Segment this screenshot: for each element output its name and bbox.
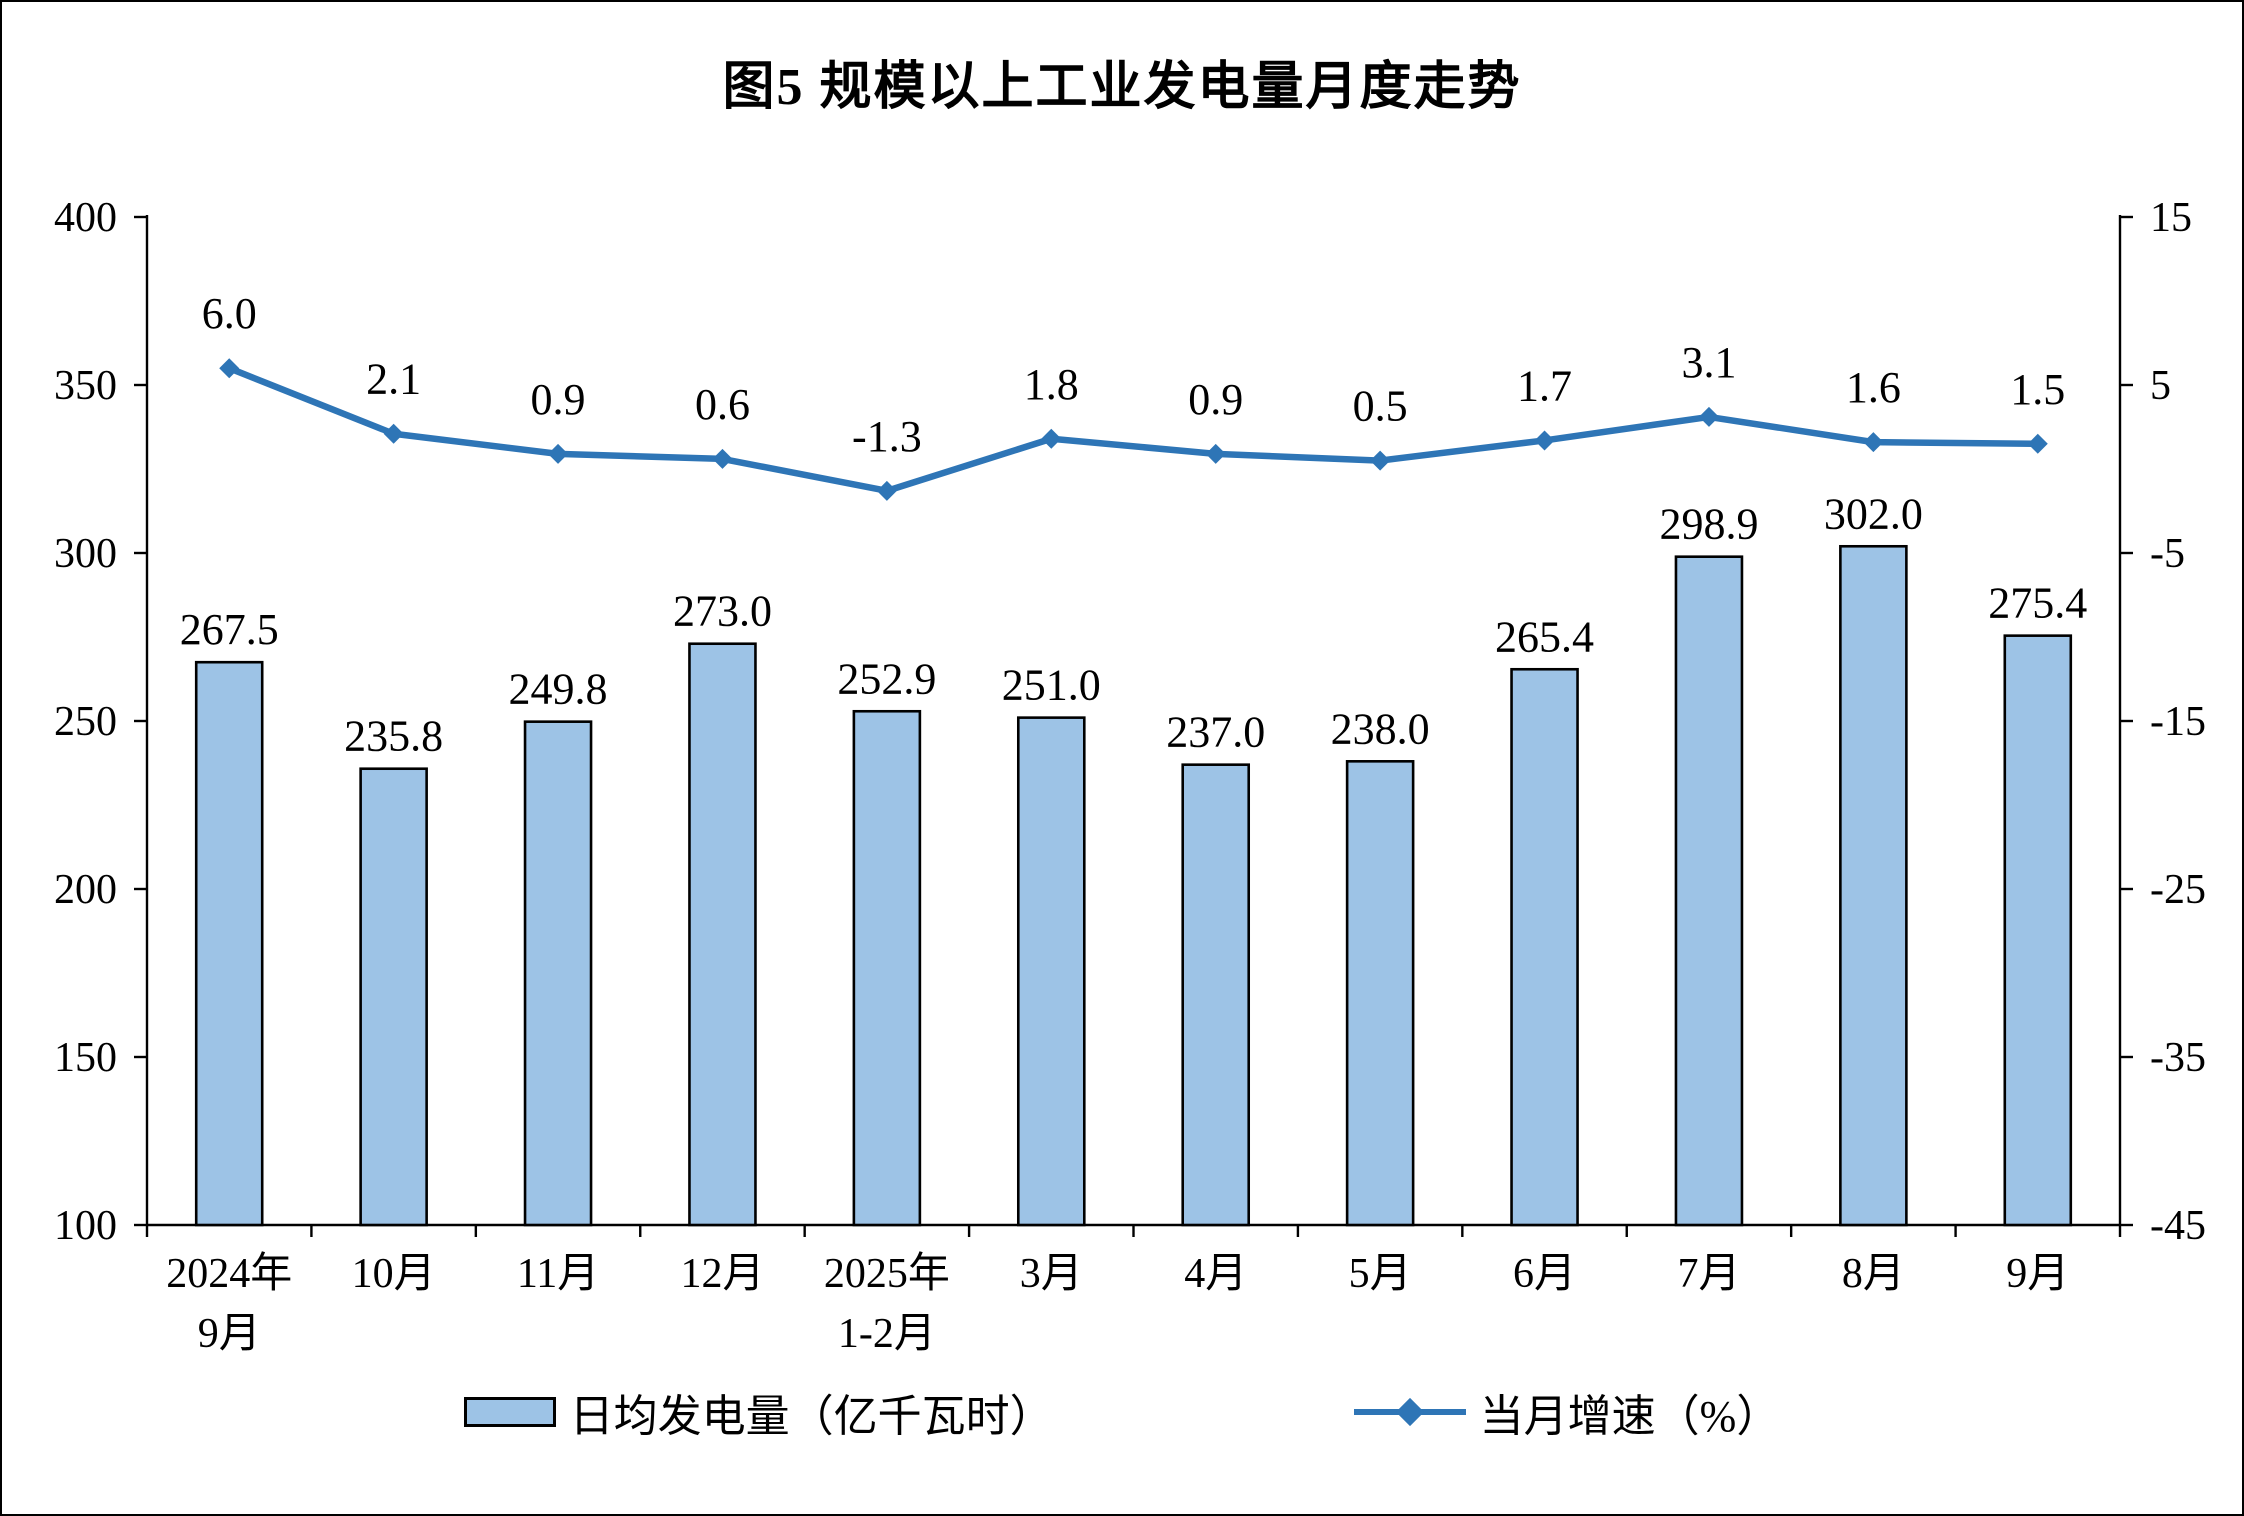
line-marker-diamond (548, 443, 569, 464)
left-axis-tick-label: 400 (54, 195, 117, 241)
line-marker-diamond (219, 358, 240, 379)
x-axis-category-label: 10月 (352, 1251, 436, 1297)
bar (1839, 544, 1908, 1227)
line-value-label: 0.9 (531, 375, 586, 424)
line-value-label: 6.0 (202, 289, 257, 338)
bar (523, 720, 593, 1227)
bar (688, 642, 757, 1227)
bar-series: 267.5 235.8 249.8 273.0 252.9 251.0 237.0 238.0… (180, 489, 2087, 1227)
right-axis-tick-label: 15 (2150, 195, 2192, 241)
x-axis-category-label: 1-2月 (838, 1311, 936, 1357)
bar-legend-swatch (463, 1397, 556, 1427)
line-series: 6.0 2.1 0.9 0.6 -1.3 1.8 0.9 0.5 1.7 3.1 1.6 1.5 (202, 289, 2065, 501)
x-axis-category-label: 2024年 (166, 1250, 292, 1297)
x-axis-category-label: 12月 (680, 1251, 764, 1297)
line-marker-diamond (1534, 430, 1555, 451)
x-axis-labels: 2024年 9月 10月 11月 12月 2025年 1-2月 3月 4月 5月 6月 7月 8月 9月 (166, 1250, 2069, 1357)
line-marker-diamond (1698, 406, 1719, 427)
left-axis-tick-label: 200 (54, 867, 117, 913)
line-marker-diamond (1370, 450, 1391, 471)
bar-value-label: 302.0 (1824, 489, 1923, 538)
bar-value-label: 249.8 (509, 665, 608, 714)
left-axis-tick-label: 100 (54, 1203, 117, 1249)
right-axis-tick-label: -15 (2150, 699, 2206, 745)
x-axis-category-label: 4月 (1184, 1251, 1247, 1297)
chart-title: 图5 规模以上工业发电量月度走势 (722, 59, 1522, 116)
line-marker-diamond (1205, 443, 1226, 464)
bar-value-label: 235.8 (344, 712, 443, 761)
right-axis-tick-label: -5 (2150, 531, 2185, 577)
x-axis-category-label: 3月 (1020, 1251, 1083, 1297)
bar-value-label: 251.0 (1002, 661, 1101, 710)
x-axis-category-label: 6月 (1513, 1251, 1576, 1297)
line-legend-swatch (1353, 1397, 1466, 1427)
diamond-marker-icon (1395, 1397, 1424, 1427)
x-axis-category-label: 5月 (1349, 1251, 1412, 1297)
bar (852, 709, 922, 1227)
x-axis-ticks (145, 1225, 2122, 1237)
y-axis-left: 400 350 300 250 200 150 100 (54, 195, 147, 1249)
line-marker-diamond (1863, 432, 1884, 453)
bar (194, 660, 264, 1227)
legend-label-bar: 日均发电量（亿千瓦时） (569, 1392, 1054, 1441)
line-marker-diamond (2027, 433, 2048, 454)
bar (1674, 555, 1744, 1227)
bar (2003, 634, 2073, 1227)
line-value-label: 0.9 (1188, 375, 1243, 424)
right-axis-tick-label: -25 (2150, 867, 2206, 913)
line-value-label: 1.5 (2010, 365, 2065, 414)
left-axis-tick-label: 150 (54, 1035, 117, 1081)
chart-plot-area: 400 350 300 250 200 150 100 15 5 -5 -15 -25 -35 -45 26… (54, 195, 2206, 1357)
right-axis-tick-label: -35 (2150, 1035, 2206, 1081)
x-axis-category-label: 8月 (1842, 1251, 1905, 1297)
bar-value-label: 265.4 (1495, 612, 1594, 661)
right-axis-tick-label: 5 (2150, 363, 2171, 409)
line-marker-diamond (383, 423, 404, 444)
line-marker-diamond (1041, 428, 1062, 449)
bar (1345, 760, 1415, 1227)
line-value-label: 1.6 (1846, 363, 1901, 412)
bar-value-label: 298.9 (1659, 500, 1758, 549)
legend-item-bar: 日均发电量（亿千瓦时） (463, 1380, 1054, 1444)
left-axis-tick-label: 300 (54, 531, 117, 577)
line-value-label: 3.1 (1681, 338, 1736, 387)
line-value-label: 0.5 (1353, 382, 1408, 431)
line-value-label: 2.1 (366, 355, 421, 404)
bar-value-label: 267.5 (180, 605, 279, 654)
x-axis-category-label: 9月 (2006, 1251, 2069, 1297)
bar-value-label: 275.4 (1988, 579, 2087, 628)
bar-value-label: 252.9 (837, 654, 936, 703)
bar-value-label: 237.0 (1166, 708, 1265, 757)
right-axis-tick-label: -45 (2150, 1203, 2206, 1249)
line-marker-diamond (876, 480, 897, 501)
x-axis-category-label: 2025年 (824, 1250, 950, 1297)
line-value-label: -1.3 (852, 412, 922, 461)
x-axis-category-label: 11月 (517, 1251, 599, 1297)
x-axis-category-label: 9月 (198, 1311, 261, 1357)
line-marker-diamond (712, 448, 733, 469)
bar-value-label: 238.0 (1331, 704, 1430, 753)
line-path (228, 365, 2038, 495)
line-value-label: 0.6 (695, 380, 750, 429)
bar-value-label: 273.0 (673, 587, 772, 636)
bar (1181, 763, 1251, 1227)
legend-item-line: 当月增速（%） (1353, 1380, 1781, 1444)
chart-legend: 日均发电量（亿千瓦时） 当月增速（%） (2, 1380, 2242, 1444)
left-axis-tick-label: 250 (54, 699, 117, 745)
line-value-label: 1.8 (1024, 360, 1079, 409)
left-axis-tick-label: 350 (54, 363, 117, 409)
x-axis-category-label: 7月 (1677, 1251, 1740, 1297)
bar (1016, 716, 1086, 1227)
y-axis-right: 15 5 -5 -15 -25 -35 -45 (2120, 195, 2206, 1249)
bar (1510, 667, 1579, 1227)
legend-label-line: 当月增速（%） (1479, 1392, 1781, 1441)
bar (359, 767, 428, 1227)
line-value-label: 1.7 (1517, 361, 1572, 410)
